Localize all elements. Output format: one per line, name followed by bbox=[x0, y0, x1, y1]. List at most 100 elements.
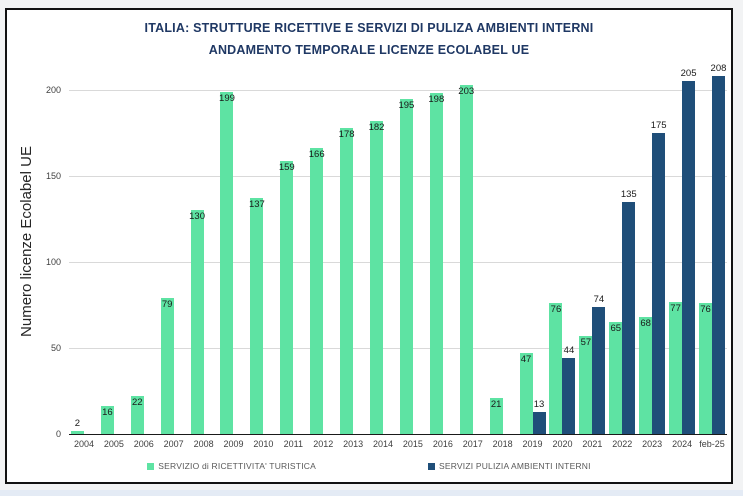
bar: 203 bbox=[458, 84, 474, 434]
legend-swatch-icon bbox=[147, 462, 155, 470]
bar-slot: 175 bbox=[651, 64, 667, 434]
x-tick-label: 2004 bbox=[73, 439, 94, 449]
gridline bbox=[69, 90, 727, 91]
chart-title-line2: ANDAMENTO TEMPORALE LICENZE ECOLABEL UE bbox=[208, 43, 530, 57]
bar-slot bbox=[233, 64, 246, 434]
x-tick-label: 2005 bbox=[103, 439, 124, 449]
bar-slot: 159 bbox=[278, 64, 295, 434]
bar-slot: 65 bbox=[609, 64, 623, 434]
bar-value-label: 175 bbox=[650, 120, 667, 131]
gridline bbox=[69, 262, 727, 263]
bar-slot bbox=[293, 64, 306, 434]
bar: 178 bbox=[338, 127, 355, 434]
y-tick-label: 100 bbox=[45, 257, 61, 267]
bar-group-2024: 77 205 bbox=[667, 64, 697, 434]
bar-value-label: 166 bbox=[308, 149, 325, 161]
y-tick-label: 200 bbox=[45, 85, 61, 95]
bar: 159 bbox=[278, 160, 295, 434]
bar: 21 bbox=[489, 397, 503, 434]
bar-value-label: 57 bbox=[580, 336, 592, 348]
bar-value-label: 208 bbox=[710, 63, 727, 75]
bar-slot: 44 bbox=[562, 64, 576, 434]
bar: 44 bbox=[562, 345, 576, 434]
bar-slot: 199 bbox=[219, 64, 235, 434]
bar-value-label: 178 bbox=[338, 128, 355, 140]
bar-slot bbox=[443, 64, 456, 434]
bar-value-label: 16 bbox=[102, 407, 113, 419]
bar-value-label: 22 bbox=[131, 397, 143, 409]
sheet-edge-strip bbox=[0, 490, 743, 496]
bar: 175 bbox=[651, 120, 667, 434]
bar-slot: 68 bbox=[639, 64, 653, 434]
legend: SERVIZIO di RICETTIVITA' TURISTICA SERVIZ… bbox=[7, 461, 731, 471]
bar-slot bbox=[353, 64, 366, 434]
bar-slot: 135 bbox=[621, 64, 637, 434]
x-tick-label: 2018 bbox=[492, 439, 513, 449]
bar-group-2016: 198 bbox=[428, 64, 458, 434]
bar-group-2011: 159 bbox=[278, 64, 308, 434]
bar-value-label: 79 bbox=[161, 299, 173, 311]
x-tick-label: 2014 bbox=[373, 439, 394, 449]
bar-value-label: 195 bbox=[398, 99, 415, 111]
bar-slot bbox=[383, 64, 396, 434]
bar-group-2005: 16 bbox=[99, 64, 129, 434]
x-tick-label: 2022 bbox=[612, 439, 633, 449]
bar-slot bbox=[263, 64, 276, 434]
chart-frame: ITALIA: STRUTTURE RICETTIVE E SERVIZI DI… bbox=[5, 8, 733, 484]
bar: 79 bbox=[160, 298, 174, 434]
bar-slot: 79 bbox=[160, 64, 174, 434]
chart-title: ITALIA: STRUTTURE RICETTIVE E SERVIZI DI… bbox=[7, 17, 731, 61]
bar: 135 bbox=[621, 189, 637, 434]
bar-value-label: 47 bbox=[520, 354, 532, 366]
x-tick-label: 2010 bbox=[253, 439, 274, 449]
bar-group-2014: 182 bbox=[368, 64, 398, 434]
x-axis-line bbox=[69, 434, 727, 435]
bar-value-label: 2 bbox=[74, 417, 81, 429]
bar-slot: 166 bbox=[308, 64, 325, 434]
bar: 74 bbox=[592, 294, 606, 434]
legend-label: SERVIZI PULIZIA AMBIENTI INTERNI bbox=[438, 461, 591, 471]
bar-value-label: 159 bbox=[278, 161, 295, 173]
bar: 195 bbox=[398, 98, 415, 434]
bar: 166 bbox=[308, 148, 325, 434]
bar-value-label: 76 bbox=[550, 304, 562, 316]
bar-slot: 77 bbox=[669, 64, 683, 434]
bar-value-label: 65 bbox=[610, 323, 622, 335]
bar-slot: 76 bbox=[549, 64, 563, 434]
bar-group-2015: 195 bbox=[398, 64, 428, 434]
bar: 65 bbox=[609, 322, 623, 434]
bar-slot: 13 bbox=[532, 64, 546, 434]
x-tick-label: 2011 bbox=[283, 439, 303, 449]
bar-group-2006: 22 bbox=[129, 64, 159, 434]
x-tick-label: 2013 bbox=[343, 439, 364, 449]
bar-slot: 21 bbox=[489, 64, 503, 434]
bar-slot: 203 bbox=[458, 64, 474, 434]
bar-slot: 130 bbox=[189, 64, 205, 434]
bar-value-label: 76 bbox=[700, 304, 711, 316]
x-tick-label: feb-25 bbox=[699, 439, 725, 449]
gridline bbox=[69, 176, 727, 177]
bar-slot: 16 bbox=[100, 64, 114, 434]
bar-group-2009: 199 bbox=[219, 64, 249, 434]
bar-slot bbox=[114, 64, 127, 434]
y-tick-label: 50 bbox=[50, 343, 61, 353]
bar: 57 bbox=[579, 335, 593, 434]
legend-item: SERVIZI PULIZIA AMBIENTI INTERNI bbox=[427, 461, 591, 471]
bar-slot: 198 bbox=[428, 64, 444, 434]
bar: 22 bbox=[130, 396, 144, 434]
plot-area: 0 50 100 150 200 2 16 22 79 130 199 137 159 166 178 182… bbox=[46, 63, 727, 439]
bar: 16 bbox=[100, 406, 114, 434]
bar: 205 bbox=[681, 68, 697, 434]
bar-slot: 76 bbox=[698, 64, 712, 434]
bar-value-label: 68 bbox=[640, 318, 651, 330]
bar-group-2022: 65 135 bbox=[607, 64, 637, 434]
x-axis-labels: 2004 2005 2006 2007 2008 2009 2010 2011 2012 2013… bbox=[69, 439, 727, 449]
bar-slot bbox=[144, 64, 157, 434]
bar-value-label: 135 bbox=[620, 188, 637, 200]
bar-slot: 2 bbox=[70, 64, 84, 434]
bar-value-label: 199 bbox=[219, 92, 235, 104]
bar-slot bbox=[503, 64, 516, 434]
bar: 2 bbox=[70, 418, 84, 434]
x-tick-label: 2015 bbox=[402, 439, 423, 449]
bar: 68 bbox=[639, 317, 653, 434]
